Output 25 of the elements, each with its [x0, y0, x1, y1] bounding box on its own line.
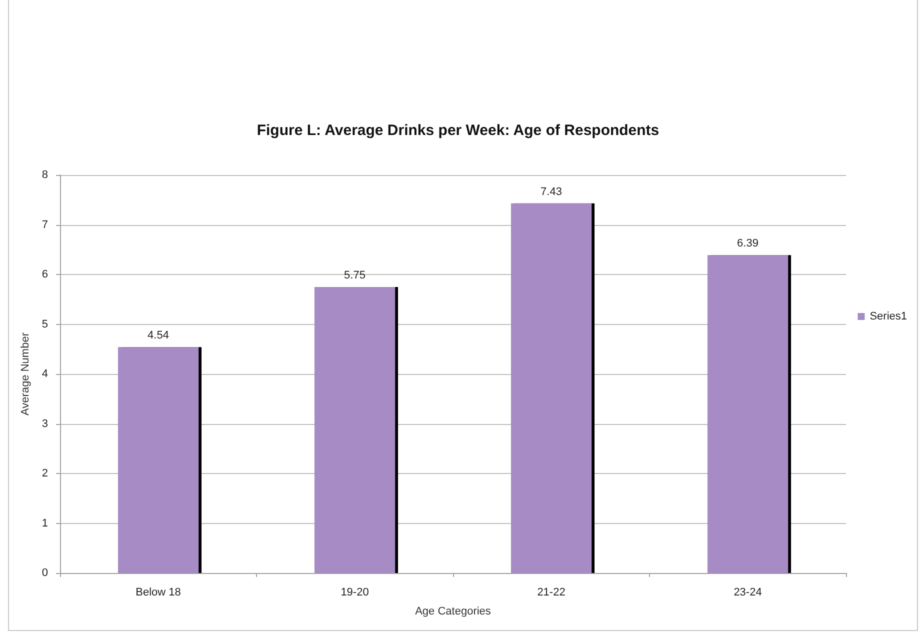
- x-axis-title: Age Categories: [415, 606, 492, 618]
- bar: [314, 286, 396, 573]
- data-label: 6.39: [737, 238, 758, 250]
- x-tick-label: 19-20: [340, 586, 369, 598]
- y-tick-label: 3: [42, 418, 48, 430]
- y-tick-label: 1: [42, 517, 48, 530]
- y-tick-label: 2: [42, 468, 48, 480]
- y-tick-label: 5: [42, 318, 48, 330]
- legend-label: Series1: [870, 310, 907, 322]
- x-tick-label: 23-24: [734, 586, 762, 598]
- y-axis-title: Average Number: [19, 332, 32, 416]
- y-tick-label: 0: [42, 567, 48, 579]
- y-tick-label: 6: [42, 268, 48, 280]
- data-label: 4.54: [148, 330, 169, 342]
- bar: [707, 255, 788, 573]
- bar: [118, 347, 199, 573]
- x-tick-label: Below 18: [136, 586, 181, 598]
- bar: [510, 203, 592, 573]
- y-tick-label: 8: [42, 169, 48, 181]
- data-label: 5.75: [344, 269, 366, 282]
- data-label: 7.43: [540, 186, 562, 198]
- x-tick-label: 21-22: [537, 586, 566, 598]
- y-tick-label: 7: [42, 218, 48, 231]
- chart-title: Figure L: Average Drinks per Week: Age of Respondents: [256, 122, 660, 139]
- y-tick-label: 4: [42, 368, 48, 380]
